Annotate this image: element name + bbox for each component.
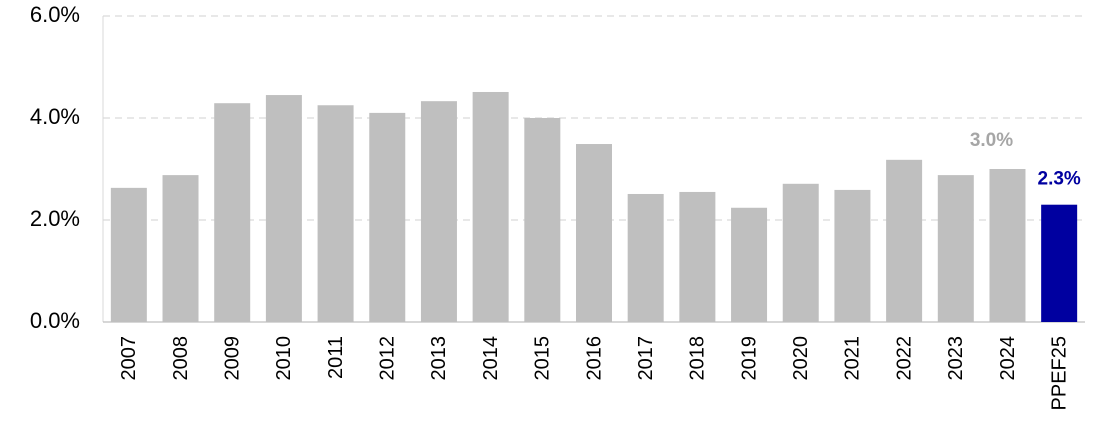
bar (420, 101, 457, 322)
x-tick-label: 2010 (273, 336, 295, 381)
bar (731, 207, 768, 322)
y-tick-label: 6.0% (30, 2, 80, 27)
x-tick-label: 2022 (893, 336, 915, 381)
bar (627, 193, 664, 322)
x-tick-label: 2017 (635, 336, 657, 381)
x-tick-label: 2020 (790, 336, 812, 381)
x-tick-label: 2016 (583, 336, 605, 381)
bar (937, 175, 974, 322)
bar (472, 91, 509, 323)
bar (317, 105, 354, 322)
bar (524, 118, 561, 322)
x-tick-label: 2011 (325, 336, 347, 379)
bar (782, 183, 819, 322)
y-tick-label: 4.0% (30, 104, 80, 129)
x-tick-label: 2021 (842, 336, 864, 381)
bar (265, 95, 302, 322)
y-tick-label: 2.0% (30, 206, 80, 231)
bar (162, 175, 199, 322)
x-tick-label: 2018 (687, 336, 709, 381)
bar (679, 191, 716, 322)
bar (369, 112, 406, 323)
value-label: 2.3% (1038, 169, 1081, 190)
x-tick-label: 2023 (945, 336, 967, 381)
bar (110, 187, 147, 322)
value-label: 3.0% (970, 130, 1013, 151)
x-tick-label: 2012 (377, 336, 399, 381)
bar (214, 103, 251, 323)
x-tick-label: 2009 (221, 336, 243, 381)
bar (989, 169, 1026, 322)
bar (1041, 204, 1078, 322)
x-tick-label: 2015 (532, 336, 554, 381)
x-tick-label: 2014 (480, 336, 502, 381)
y-tick-label: 0.0% (30, 308, 80, 333)
bar (576, 144, 612, 322)
x-tick-label: 2008 (170, 336, 192, 381)
x-tick-label: 2007 (118, 336, 140, 381)
bar (886, 159, 923, 322)
x-tick-label: 2013 (428, 336, 450, 381)
x-tick-label: 2019 (738, 336, 760, 381)
bar (834, 189, 871, 322)
x-tick-label: PPEF25 (1048, 336, 1070, 410)
x-tick-label: 2024 (997, 336, 1019, 381)
